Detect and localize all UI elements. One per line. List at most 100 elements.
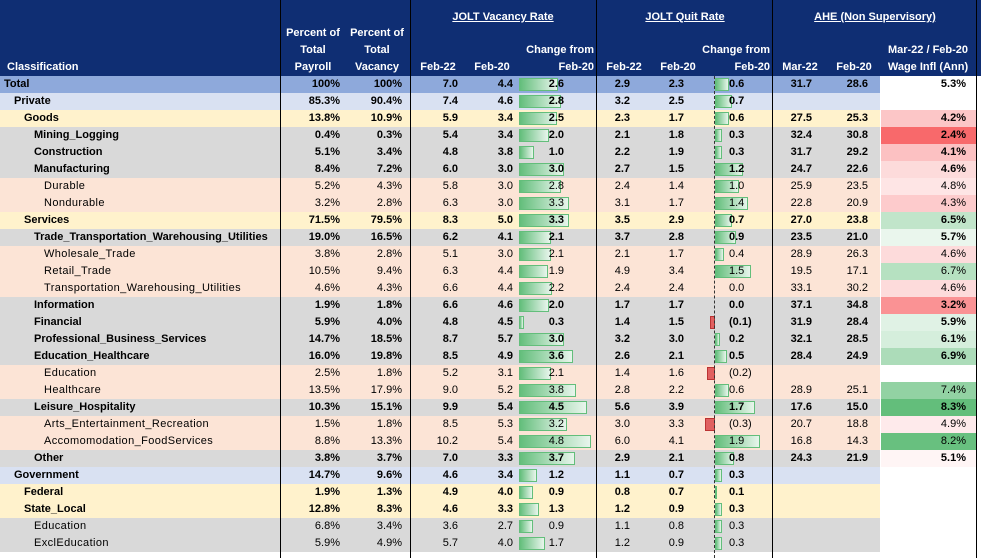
- ahe-mar22-value: [774, 365, 812, 382]
- vacancy-feb22-value: 8.5: [442, 418, 458, 430]
- pct-payroll-value: 14.7%: [308, 469, 340, 481]
- pct-vacancy-value: 4.9%: [376, 537, 402, 549]
- pct-vacancy-value: 1.8%: [376, 367, 402, 379]
- quit-change-value: 1.5: [729, 265, 745, 277]
- quit-feb22-value: 3.7: [614, 231, 630, 243]
- quit-change-bar: [715, 163, 744, 176]
- vacancy-feb22-value: 5.2: [442, 367, 458, 379]
- row-background: [0, 535, 772, 552]
- wage-inflation-value: 8.3%: [881, 399, 976, 416]
- vacancy-change-value: 2.0: [548, 129, 564, 141]
- quit-feb22-value: 2.2: [614, 146, 630, 158]
- vacancy-change-value: 0.3: [548, 316, 564, 328]
- quit-change-value: 1.9: [729, 435, 745, 447]
- vacancy-feb20-value: 3.0: [497, 163, 513, 175]
- ahe-mar22-value: 23.5: [790, 231, 812, 243]
- row-background: [772, 399, 880, 416]
- header-vac-change2: Feb-20: [558, 61, 594, 73]
- row-label: Arts_Entertainment_Recreation: [44, 418, 210, 430]
- quit-feb20-value: 1.4: [668, 180, 684, 192]
- row-label: Accomomodation_FoodServices: [44, 435, 214, 447]
- pct-vacancy-value: 19.8%: [370, 350, 402, 362]
- row-label: Retail_Trade: [44, 265, 112, 277]
- quit-change-value: 0.1: [729, 486, 745, 498]
- row-background: [772, 144, 880, 161]
- wage-inflation-value: [881, 535, 969, 552]
- quit-change-bar: [715, 112, 730, 125]
- pct-vacancy-value: 13.3%: [370, 435, 402, 447]
- row-background: [0, 263, 772, 280]
- vacancy-feb22-value: 4.6: [442, 469, 458, 481]
- ahe-mar22-value: 32.4: [790, 129, 812, 141]
- ahe-mar22-value: 31.7: [790, 78, 812, 90]
- pct-payroll-value: 13.5%: [308, 384, 340, 396]
- row-background: [772, 433, 880, 450]
- vacancy-change-value: 3.0: [548, 333, 564, 345]
- quit-feb20-value: 0.8: [668, 520, 684, 532]
- quit-feb20-value: 3.3: [668, 418, 684, 430]
- wage-inflation-value: 6.9%: [881, 348, 976, 365]
- table-row: Wholesale_Trade 3.8% 2.8% 5.1 3.0 2.1 2.1 1.7 0.…: [0, 246, 981, 263]
- table-row: Goods 13.8% 10.9% 5.9 3.4 2.5 2.3 1.7 0.6 27.5 25.…: [0, 110, 981, 127]
- pct-vacancy-value: 1.8%: [376, 299, 402, 311]
- ahe-mar22-value: 24.7: [790, 163, 812, 175]
- vacancy-feb22-value: 7.0: [442, 78, 458, 90]
- quit-change-value: 1.7: [729, 401, 745, 413]
- quit-feb20-value: 1.6: [668, 367, 684, 379]
- ahe-feb20-value: [828, 535, 868, 552]
- ahe-feb20-value: 15.0: [846, 401, 868, 413]
- quit-change-value: 0.0: [729, 299, 745, 311]
- vacancy-feb22-value: 4.8: [442, 146, 458, 158]
- quit-feb22-value: 2.1: [614, 129, 630, 141]
- row-background: [0, 76, 772, 93]
- ahe-mar22-value: [774, 93, 812, 110]
- quit-change-value: 0.5: [729, 350, 745, 362]
- row-background: [0, 212, 772, 229]
- vacancy-feb22-value: 8.7: [442, 333, 458, 345]
- wage-inflation-value: 4.6%: [881, 161, 976, 178]
- vacancy-change-bar: [519, 129, 549, 142]
- pct-payroll-value: 16.0%: [308, 350, 340, 362]
- vacancy-feb20-value: 3.4: [497, 469, 513, 481]
- quit-feb22-value: 3.1: [614, 197, 630, 209]
- row-background: [0, 297, 772, 314]
- header-ahe: AHE (Non Supervisory): [814, 11, 936, 23]
- header-vac-feb20: Feb-20: [474, 61, 510, 73]
- row-background: [0, 518, 772, 535]
- table-row: Services 71.5% 79.5% 8.3 5.0 3.3 3.5 2.9 0.7 27.0…: [0, 212, 981, 229]
- table-row: Private 85.3% 90.4% 7.4 4.6 2.8 3.2 2.5 0.7: [0, 93, 981, 110]
- vacancy-change-bar: [519, 112, 557, 125]
- header-vac-change1: Change from: [526, 44, 594, 56]
- vacancy-feb22-value: 7.0: [442, 452, 458, 464]
- quit-change-value: (0.3): [729, 418, 752, 430]
- quit-feb22-value: 5.6: [614, 401, 630, 413]
- vacancy-change-value: 0.9: [548, 486, 564, 498]
- ahe-feb20-value: 28.4: [846, 316, 868, 328]
- vacancy-feb20-value: 5.4: [497, 435, 513, 447]
- vacancy-feb20-value: 4.4: [497, 78, 513, 90]
- vacancy-change-value: 3.8: [548, 384, 564, 396]
- vacancy-feb22-value: 5.7: [442, 537, 458, 549]
- pct-vacancy-value: 0.3%: [376, 129, 402, 141]
- vacancy-change-value: 1.2: [548, 469, 564, 481]
- vacancy-feb20-value: 3.1: [497, 367, 513, 379]
- quit-change-value: 1.0: [729, 180, 745, 192]
- vacancy-change-bar: [519, 299, 549, 312]
- vacancy-feb20-value: 3.3: [497, 452, 513, 464]
- header-payroll-line3: Payroll: [294, 61, 332, 73]
- ahe-mar22-value: [774, 501, 812, 518]
- row-label: Construction: [34, 146, 103, 158]
- quit-change-value: 0.2: [729, 333, 745, 345]
- row-background: [0, 144, 772, 161]
- vacancy-change-bar: [519, 503, 539, 516]
- table-row: Total 100% 100% 7.0 4.4 2.6 2.9 2.3 0.6 31.7 28.6 5…: [0, 76, 981, 93]
- quit-feb22-value: 1.2: [614, 537, 630, 549]
- quit-feb20-value: 1.9: [668, 146, 684, 158]
- quit-change-value: (0.2): [729, 367, 752, 379]
- quit-change-bar: [715, 231, 737, 244]
- ahe-feb20-value: [828, 518, 868, 535]
- ahe-mar22-value: 32.1: [790, 333, 812, 345]
- wage-inflation-value: 5.3%: [881, 76, 976, 93]
- quit-change-zero-axis: [714, 76, 715, 558]
- quit-feb20-value: 3.4: [668, 265, 684, 277]
